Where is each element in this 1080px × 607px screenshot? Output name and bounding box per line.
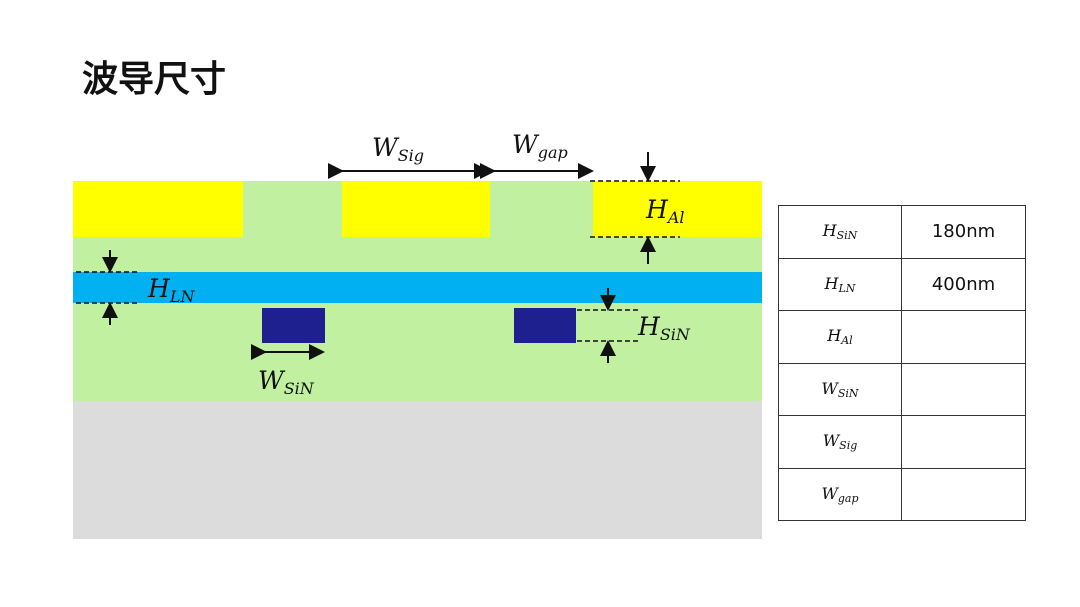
table-row: WSiN [778, 362, 1026, 416]
dimension-table: HSiN 180nm HLN 400nm HAl WSiN WSig Wgap [778, 205, 1026, 521]
h-ln-label: HLN [148, 274, 195, 306]
w-gap-label: Wgap [512, 130, 568, 162]
table-row: HLN 400nm [778, 257, 1026, 311]
table-row: Wgap [778, 467, 1026, 521]
sin-waveguide-right [514, 308, 576, 343]
w-sin-label: WSiN [258, 366, 314, 398]
value-cell [901, 362, 1026, 416]
table-row: HAl [778, 310, 1026, 364]
w-sig-label: WSig [372, 133, 425, 165]
substrate-layer [73, 401, 762, 539]
value-cell: 400nm [901, 257, 1026, 311]
table-row: WSig [778, 415, 1026, 469]
h-al-label: HAl [646, 195, 685, 227]
value-cell [901, 415, 1026, 469]
ln-layer [73, 272, 762, 303]
signal-electrode [342, 181, 490, 237]
h-sin-label: HSiN [638, 312, 690, 344]
ground-electrode-left [73, 181, 243, 237]
sin-waveguide-left [262, 308, 325, 343]
value-cell: 180nm [901, 205, 1026, 259]
ground-electrode-right [593, 181, 762, 237]
page-title: 波导尺寸 [82, 59, 227, 100]
value-cell [901, 467, 1026, 521]
table-row: HSiN 180nm [778, 205, 1026, 259]
value-cell [901, 310, 1026, 364]
